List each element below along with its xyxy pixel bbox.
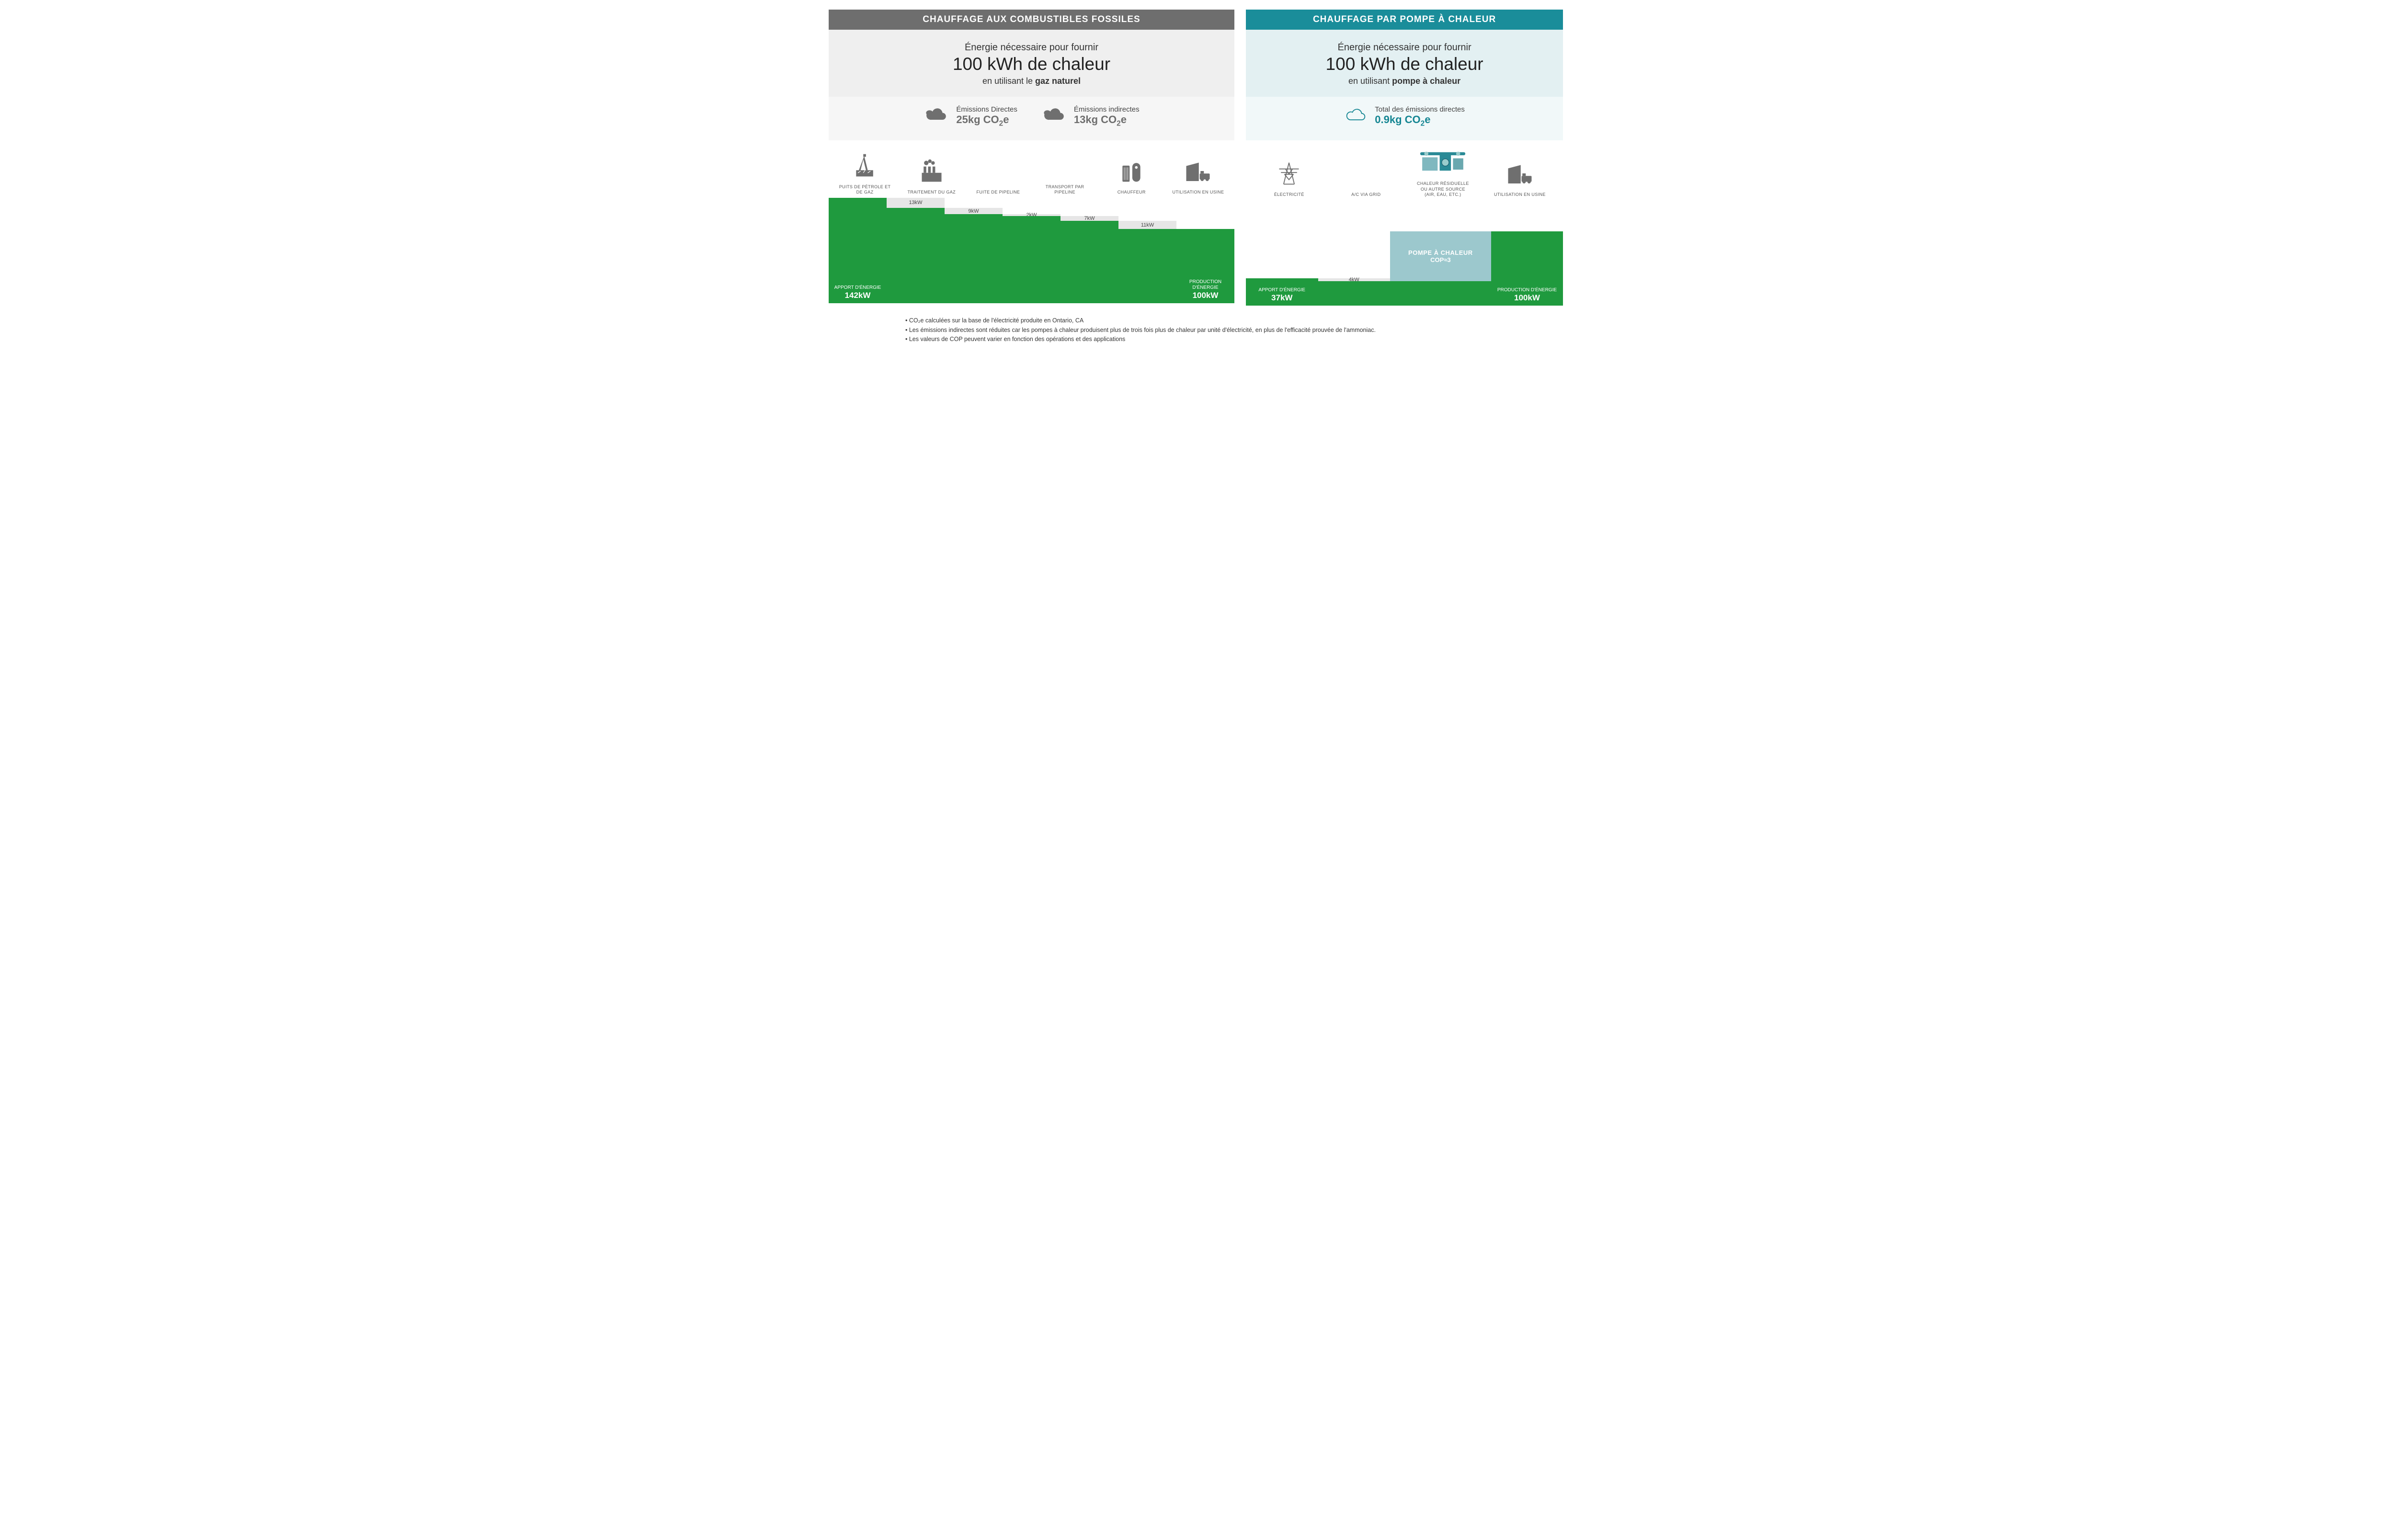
- none-icon: [985, 177, 1012, 187]
- emission-label: Total des émissions directes: [1375, 105, 1465, 114]
- stage-cell: UTILISATION EN USINE: [1482, 160, 1559, 197]
- cloud-icon: [1344, 107, 1368, 126]
- stage-cell: UTILISATION EN USINE: [1165, 158, 1232, 195]
- stage-cell: PUITS DE PÉTROLE ET DE GAZ: [832, 152, 898, 195]
- heatpump-icon: [1416, 147, 1469, 178]
- plant-icon: [1506, 160, 1533, 189]
- plant-icon: [1185, 158, 1211, 187]
- fossil-chart: APPORT D'ÉNERGIE142kW13kW 9kW 2kW 7kW 11…: [829, 198, 1234, 303]
- loss-segment: 13kW: [887, 198, 945, 207]
- emission-value: 25kg CO2e: [956, 114, 1017, 128]
- loss-segment: 11kW: [1118, 221, 1176, 229]
- intro-line1: Énergie nécessaire pour fournir: [1252, 42, 1557, 53]
- fossil-header: CHAUFFAGE AUX COMBUSTIBLES FOSSILES: [829, 10, 1234, 30]
- stage-cell: TRANSPORT PAR PIPELINE: [1032, 172, 1098, 195]
- cloud-icon: [1041, 106, 1067, 127]
- stage-label: TRAITEMENT DU GAZ: [907, 190, 956, 195]
- remaining-bar: [1118, 229, 1176, 303]
- fossil-emissions: Émissions Directes 25kg CO2e Émissions i…: [829, 97, 1234, 140]
- intro-line2: 100 kWh de chaleur: [1252, 54, 1557, 74]
- boiler-icon: [1118, 158, 1145, 187]
- fossil-stages: PUITS DE PÉTROLE ET DE GAZ TRAITEMENT DU …: [829, 140, 1234, 198]
- stage-label: CHALEUR RÉSIDUELLE OU AUTRE SOURCE (AIR,…: [1416, 181, 1469, 197]
- footnotes: • CO₂e calculées sur la base de l'électr…: [829, 316, 1566, 344]
- stage-label: PUITS DE PÉTROLE ET DE GAZ: [839, 184, 891, 195]
- stage-label: TRANSPORT PAR PIPELINE: [1038, 184, 1091, 195]
- stage-label: FUITE DE PIPELINE: [977, 190, 1020, 195]
- heatpump-stages: ÉLECTRICITÉ A/C VIA GRID CHALEUR RÉSIDUELL…: [1246, 140, 1563, 200]
- loss-segment: 7kW: [1061, 216, 1118, 221]
- emission-label: Émissions Directes: [956, 105, 1017, 114]
- heatpump-header: CHAUFFAGE PAR POMPE À CHALEUR: [1246, 10, 1563, 30]
- remaining-bar: [1061, 221, 1118, 303]
- input-bar: APPORT D'ÉNERGIE142kW: [829, 198, 887, 303]
- footnote: • Les valeurs de COP peuvent varier en f…: [905, 335, 1566, 344]
- stage-cell: CHAUFFEUR: [1098, 158, 1165, 195]
- remaining-bar: [1318, 281, 1391, 306]
- heatpump-panel: CHAUFFAGE PAR POMPE À CHALEUR Énergie né…: [1246, 10, 1563, 306]
- fossil-intro: Énergie nécessaire pour fournir 100 kWh …: [829, 30, 1234, 97]
- input-bar: APPORT D'ÉNERGIE37kW: [1246, 278, 1318, 306]
- heatpump-intro: Énergie nécessaire pour fournir 100 kWh …: [1246, 30, 1563, 97]
- intro-line2: 100 kWh de chaleur: [834, 54, 1229, 74]
- cloud-icon: [924, 106, 949, 127]
- rig-icon: [852, 152, 878, 182]
- fossil-panel: CHAUFFAGE AUX COMBUSTIBLES FOSSILES Éner…: [829, 10, 1234, 306]
- emission-value: 13kg CO2e: [1074, 114, 1140, 128]
- factory-icon: [918, 158, 945, 187]
- stage-label: CHAUFFEUR: [1118, 190, 1146, 195]
- remaining-bar: [1390, 281, 1491, 306]
- stage-label: ÉLECTRICITÉ: [1274, 192, 1304, 197]
- remaining-bar: [887, 208, 945, 304]
- stage-cell: TRAITEMENT DU GAZ: [898, 158, 965, 195]
- remaining-bar: [1003, 216, 1061, 304]
- intro-line1: Énergie nécessaire pour fournir: [834, 42, 1229, 53]
- remaining-bar: [945, 214, 1003, 303]
- emission-value: 0.9kg CO2e: [1375, 114, 1465, 128]
- heatpump-gain-box: POMPE À CHALEURCOP≈3: [1390, 231, 1491, 281]
- footnote: • CO₂e calculées sur la base de l'électr…: [905, 316, 1566, 325]
- heatpump-chart: APPORT D'ÉNERGIE37kW4kW POMPE À CHALEURC…: [1246, 200, 1563, 306]
- stage-cell: ÉLECTRICITÉ: [1251, 160, 1328, 197]
- stage-label: A/C VIA GRID: [1351, 192, 1380, 197]
- stage-cell: FUITE DE PIPELINE: [965, 177, 1031, 195]
- intro-line3: en utilisant le gaz naturel: [834, 76, 1229, 86]
- footnote: • Les émissions indirectes sont réduites…: [905, 326, 1566, 335]
- stage-cell: CHALEUR RÉSIDUELLE OU AUTRE SOURCE (AIR,…: [1404, 147, 1482, 197]
- stage-label: UTILISATION EN USINE: [1173, 190, 1224, 195]
- emission-label: Émissions indirectes: [1074, 105, 1140, 114]
- pylon-icon: [1276, 160, 1302, 189]
- emission-item: Total des émissions directes 0.9kg CO2e: [1344, 105, 1465, 128]
- intro-line3: en utilisant pompe à chaleur: [1252, 76, 1557, 86]
- output-bar: PRODUCTION D'ÉNERGIE100kW: [1176, 229, 1234, 303]
- none-icon: [1353, 180, 1380, 189]
- emission-item: Émissions indirectes 13kg CO2e: [1041, 105, 1140, 128]
- output-bar: PRODUCTION D'ÉNERGIE100kW: [1491, 231, 1563, 306]
- heatpump-emissions: Total des émissions directes 0.9kg CO2e: [1246, 97, 1563, 140]
- none-icon: [1051, 172, 1078, 182]
- emission-item: Émissions Directes 25kg CO2e: [924, 105, 1017, 128]
- stage-cell: A/C VIA GRID: [1328, 180, 1405, 197]
- loss-segment: 9kW: [945, 208, 1003, 215]
- stage-label: UTILISATION EN USINE: [1494, 192, 1546, 197]
